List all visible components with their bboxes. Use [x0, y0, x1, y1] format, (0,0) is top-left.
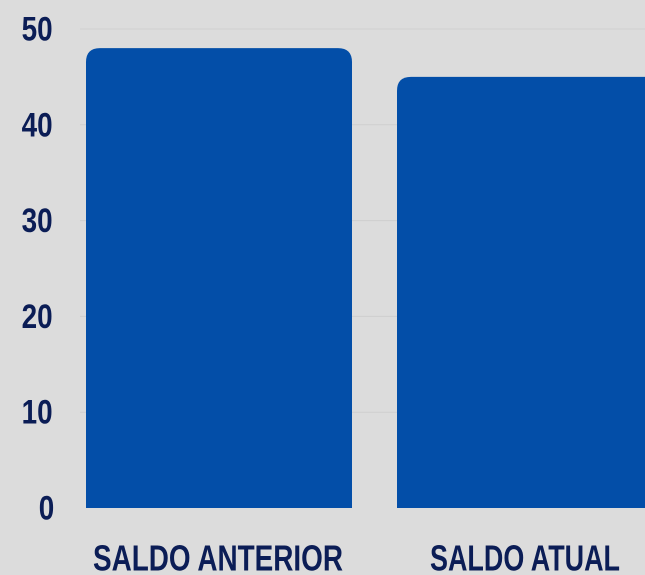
y-tick-label: 30 — [22, 201, 53, 239]
bar-saldo-atual — [397, 76, 645, 508]
y-axis-ticks: 0 10 20 30 40 50 — [22, 10, 55, 527]
y-tick-label: 50 — [22, 10, 53, 48]
bar-saldo-anterior — [86, 48, 352, 508]
y-tick-label: 20 — [22, 297, 53, 335]
x-category-label: SALDO ANTERIOR — [93, 538, 343, 575]
y-tick-label: 0 — [39, 489, 55, 527]
y-tick-label: 10 — [22, 393, 53, 431]
bars — [86, 48, 645, 508]
x-category-label: SALDO ATUAL — [430, 538, 620, 575]
x-axis-labels: SALDO ANTERIOR SALDO ATUAL — [93, 538, 620, 575]
y-tick-label: 40 — [22, 106, 53, 144]
